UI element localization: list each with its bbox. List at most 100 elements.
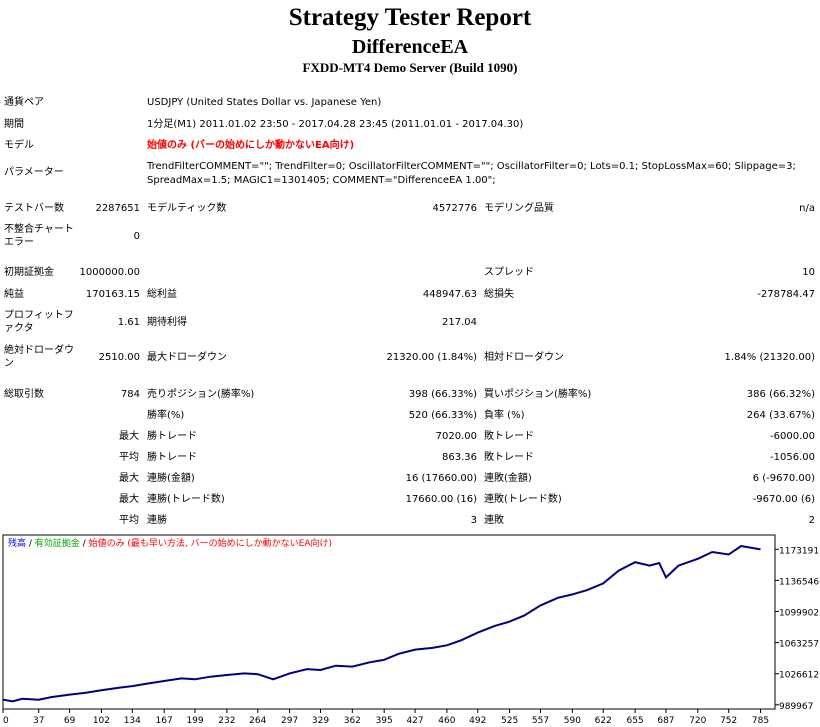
y-tick-label: 1099902 — [779, 608, 819, 618]
y-tick-label: 1026612 — [779, 671, 819, 681]
bars-label: テストバー数 — [4, 203, 64, 214]
x-tick-label: 134 — [124, 716, 141, 726]
period-value: 1分足(M1) 2011.01.02 23:50 - 2017.04.28 23… — [147, 119, 524, 130]
symbol-value: USDJPY (United States Dollar vs. Japanes… — [147, 97, 382, 108]
expected-payoff-value: 217.04 — [442, 317, 477, 328]
x-tick-label: 785 — [752, 716, 769, 726]
expected-payoff-label: 期待利得 — [147, 317, 187, 328]
consecutive-losses-value: 6 (-9670.00) — [752, 473, 815, 484]
y-axis: 989967 1026612 1063257 1099902 1136546 117319… — [775, 546, 819, 712]
legend-item-2: 有効証拠金 — [35, 537, 80, 549]
quality-label: モデリング品質 — [484, 203, 554, 214]
params-label: パラメーター — [4, 167, 64, 178]
quality-value: n/a — [799, 203, 815, 214]
absolute-drawdown-value: 2510.00 — [98, 352, 140, 363]
consecutive-wins-label: 連勝(金額) — [147, 473, 195, 484]
x-tick-label: 0 — [3, 716, 9, 726]
consecutive-loss-value: -9670.00 (6) — [752, 494, 815, 505]
chart-legend: 残高 / 有効証拠金 / 始値のみ (最も早い方法, バーの始めにしか動かないE… — [8, 537, 332, 549]
x-tick-label: 37 — [33, 716, 44, 726]
gross-loss-label: 総損失 — [484, 289, 514, 300]
x-tick-label: 362 — [344, 716, 361, 726]
x-tick-label: 69 — [64, 716, 76, 726]
legend-item-1: / — [26, 539, 35, 549]
x-tick-label: 232 — [218, 716, 235, 726]
y-tick-label: 1173191 — [779, 546, 819, 556]
server-name: FXDD-MT4 Demo Server (Build 1090) — [302, 60, 518, 75]
average-consecutive-label: 平均 — [119, 515, 139, 526]
x-axis: 0 37 69 102 134 167 199 232 264 297 329 362 395 427 46… — [2, 709, 769, 726]
x-tick-label: 297 — [281, 716, 298, 726]
params-line2: SpreadMax=1.5; MAGIC1=1301405; COMMENT="… — [147, 175, 496, 186]
total-trades-label: 総取引数 — [4, 389, 44, 400]
report-subtitle: DifferenceEA — [351, 36, 469, 58]
average-win-label: 勝トレード — [147, 452, 197, 463]
x-tick-label: 199 — [186, 716, 203, 726]
spread-value: 10 — [802, 267, 815, 278]
params-line1: TrendFilterCOMMENT=""; TrendFilter=0; Os… — [147, 161, 796, 172]
x-tick-label: 427 — [406, 716, 423, 726]
gross-profit-label: 総利益 — [147, 289, 177, 300]
net-label: 純益 — [4, 289, 24, 300]
spread-label: スプレッド — [484, 267, 534, 278]
absolute-drawdown-label: 絶対ドローダウン — [4, 345, 74, 369]
x-tick-label: 557 — [532, 716, 549, 726]
x-tick-label: 395 — [376, 716, 393, 726]
relative-drawdown-value: 1.84% (21320.00) — [724, 352, 815, 363]
gross-loss-value: -278784.47 — [757, 289, 815, 300]
mismatch-value: 0 — [133, 231, 140, 242]
consecutive-losses-label: 連敗(金額) — [484, 473, 532, 484]
chart-plot-area — [2, 534, 776, 710]
x-tick-label: 264 — [249, 716, 266, 726]
mismatch-label: 不整合チャートエラー — [4, 224, 74, 248]
ticks-label: モデルティック数 — [147, 203, 227, 214]
y-tick-label: 1136546 — [779, 577, 819, 587]
max-consecutive-label: 最大 — [119, 473, 139, 484]
avg-consecutive-losses-label: 連敗 — [484, 515, 504, 526]
x-tick-label: 687 — [657, 716, 674, 726]
legend-item-3: / — [80, 539, 89, 549]
average-loss-value: -1056.00 — [770, 452, 815, 463]
gross-profit-value: 448947.63 — [422, 289, 477, 300]
largest-loss-label: 敗トレード — [484, 431, 534, 442]
x-tick-label: 622 — [595, 716, 612, 726]
long-positions-label: 買いポジション(勝率%) — [484, 389, 592, 400]
x-tick-label: 102 — [93, 716, 110, 726]
consecutive-wins-value: 16 (17660.00) — [405, 473, 477, 484]
max-drawdown-label: 最大ドローダウン — [147, 352, 227, 363]
loss-trades-label: 負率 (%) — [484, 410, 525, 421]
short-positions-value: 398 (66.33%) — [408, 389, 477, 400]
x-tick-label: 752 — [720, 716, 737, 726]
largest-win-value: 7020.00 — [435, 431, 477, 442]
consecutive-profit-value: 17660.00 (16) — [405, 494, 477, 505]
relative-drawdown-label: 相対ドローダウン — [484, 352, 564, 363]
x-tick-label: 720 — [689, 716, 706, 726]
deposit-label: 初期証拠金 — [4, 267, 54, 278]
x-tick-label: 329 — [312, 716, 329, 726]
largest-win-label: 勝トレード — [147, 431, 197, 442]
profit-factor-value: 1.61 — [117, 317, 140, 328]
consecutive-profit-label: 連勝(トレード数) — [147, 494, 225, 505]
net-value: 170163.15 — [85, 289, 140, 300]
y-tick-label: 1063257 — [779, 640, 819, 650]
consecutive-loss-label: 連敗(トレード数) — [484, 494, 562, 505]
total-trades-value: 784 — [120, 389, 140, 400]
largest-label: 最大 — [119, 431, 139, 442]
balance-series-line — [2, 544, 761, 703]
y-tick-label: 989967 — [779, 702, 813, 712]
legend-item-0: 残高 — [8, 537, 26, 549]
x-tick-label: 525 — [501, 716, 518, 726]
deposit-value: 1000000.00 — [79, 267, 140, 278]
x-tick-label: 167 — [156, 716, 173, 726]
x-tick-label: 492 — [469, 716, 486, 726]
report-title: Strategy Tester Report — [288, 4, 532, 31]
symbol-label: 通貨ペア — [4, 97, 44, 108]
x-tick-label: 460 — [438, 716, 455, 726]
model-label: モデル — [4, 140, 34, 151]
average-win-value: 863.36 — [442, 452, 477, 463]
profit-factor-label: プロフィットファクタ — [4, 310, 74, 334]
avg-consecutive-losses-value: 2 — [808, 515, 815, 526]
legend-item-4: 始値のみ (最も早い方法, バーの始めにしか動かないEA向け) — [89, 537, 332, 549]
avg-consecutive-wins-label: 連勝 — [147, 515, 167, 526]
loss-trades-value: 264 (33.67%) — [746, 410, 815, 421]
